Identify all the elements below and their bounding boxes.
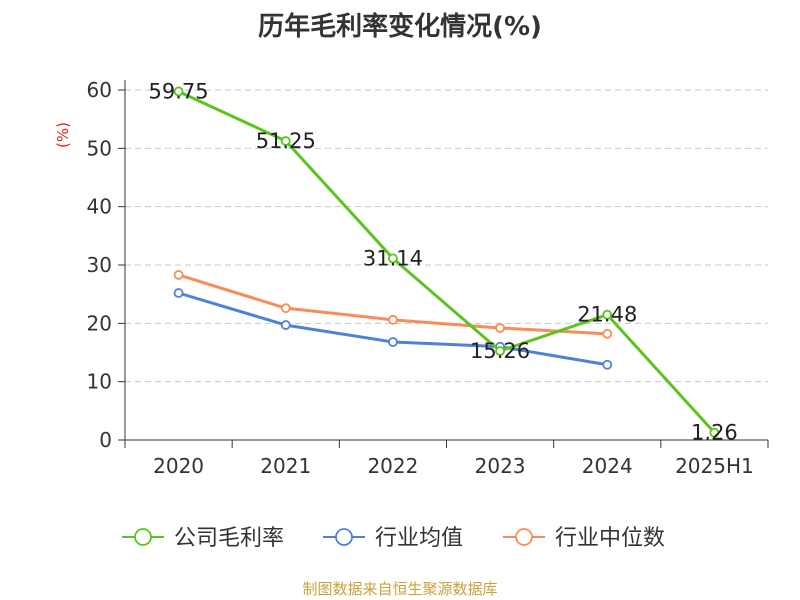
data-label: 1.26	[691, 421, 738, 445]
y-tick-label: 20	[87, 311, 112, 335]
data-point	[709, 427, 720, 438]
legend-label: 行业中位数	[555, 526, 665, 551]
legend-label: 行业均值	[375, 526, 463, 551]
y-tick-label: 40	[87, 195, 112, 219]
y-tick-label: 60	[87, 78, 112, 102]
data-point	[388, 253, 398, 264]
x-tick-label: 2023	[475, 454, 526, 478]
legend-marker	[335, 528, 353, 546]
data-point	[602, 359, 613, 370]
data-label: 21.48	[577, 303, 637, 327]
x-tick-label: 2022	[367, 454, 418, 478]
x-tick-label: 2025H1	[675, 454, 754, 478]
y-tick-label: 0	[99, 428, 112, 452]
data-point	[388, 337, 398, 347]
x-tick-label: 2020	[153, 454, 204, 478]
data-point	[280, 303, 291, 314]
data-point	[602, 328, 613, 339]
data-point	[602, 309, 613, 320]
y-tick-label: 50	[87, 136, 112, 160]
y-tick-label: 10	[87, 370, 112, 394]
data-point	[388, 314, 398, 325]
data-point	[173, 288, 184, 298]
data-point	[280, 320, 291, 330]
series-layer	[173, 86, 720, 438]
series-line	[177, 90, 716, 434]
legend: 公司毛利率 行业均值 行业中位数	[122, 526, 665, 551]
x-tick-label: 2024	[582, 454, 633, 478]
series-line	[178, 273, 608, 336]
y-tick-label: 30	[87, 253, 112, 277]
data-point	[495, 346, 505, 356]
data-labels: 59.75 51.25 31.14 15.26 21.48 1.26	[149, 79, 738, 444]
data-label: 51.25	[256, 129, 316, 153]
data-point	[173, 86, 184, 97]
axes: 0 10 20 30 40 50 60 2020 2021 2022 2023 2024 2025H1	[87, 78, 769, 478]
chart-title: 历年毛利率变化情况(%)	[258, 12, 542, 42]
x-tick-label: 2021	[260, 454, 311, 478]
grid-lines	[125, 89, 768, 383]
data-point	[495, 323, 505, 333]
data-label: 31.14	[363, 246, 423, 270]
data-point	[173, 270, 184, 280]
legend-marker	[134, 528, 152, 546]
data-label: 59.75	[149, 79, 209, 103]
data-label: 15.26	[470, 339, 530, 363]
source-note: 制图数据来自恒生聚源数据库	[302, 580, 498, 598]
data-point	[280, 136, 291, 146]
legend-marker	[515, 528, 533, 546]
legend-label: 公司毛利率	[174, 526, 284, 551]
